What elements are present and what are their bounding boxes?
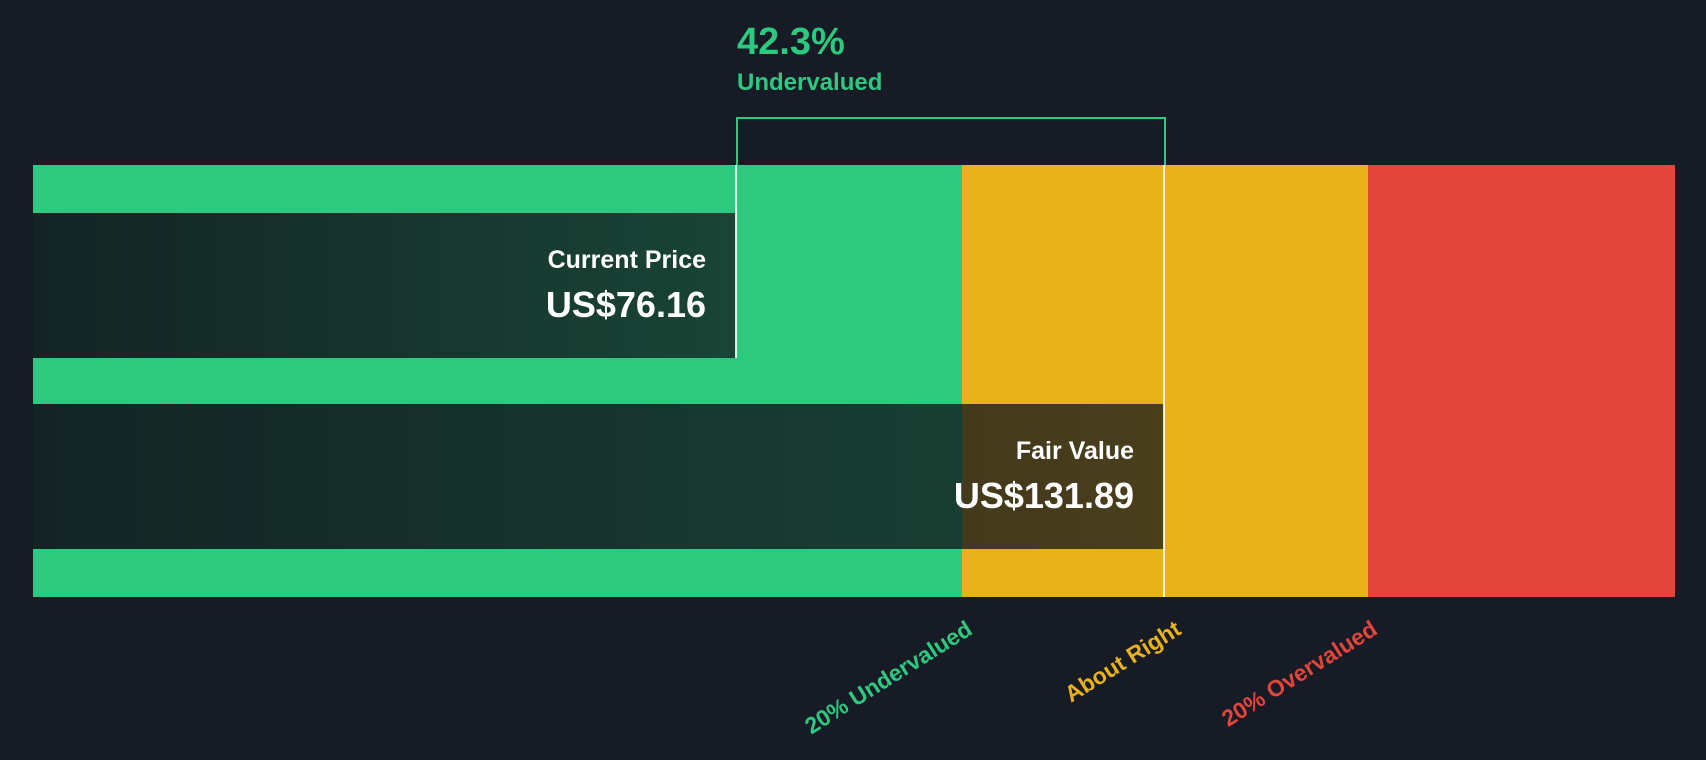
current-price-value: US$76.16 [545,284,706,325]
annotation-bracket [736,117,1166,165]
axis-label-about-right: About Right [1060,615,1186,708]
discount-annotation: 42.3% Undervalued [737,21,883,96]
current-price-marker-line [735,165,737,358]
current-price-bar[interactable]: Current Price US$76.16 [33,213,736,358]
zone-20pct-overvalued [1368,165,1675,597]
fair-value-value: US$131.89 [953,475,1134,516]
axis-label-20pct-overvalued: 20% Overvalued [1217,615,1382,732]
current-price-label: Current Price [547,246,706,274]
axis-label-20pct-undervalued: 20% Undervalued [800,615,977,739]
fair-value-bar[interactable]: Fair Value US$131.89 [33,404,1164,549]
fair-value-label: Fair Value [1015,437,1134,465]
discount-percent: 42.3% [737,21,845,63]
fair-value-marker-line [1163,165,1165,597]
valuation-band: Current Price US$76.16 Fair Value US$131… [33,165,1675,597]
discount-status: Undervalued [737,68,883,96]
